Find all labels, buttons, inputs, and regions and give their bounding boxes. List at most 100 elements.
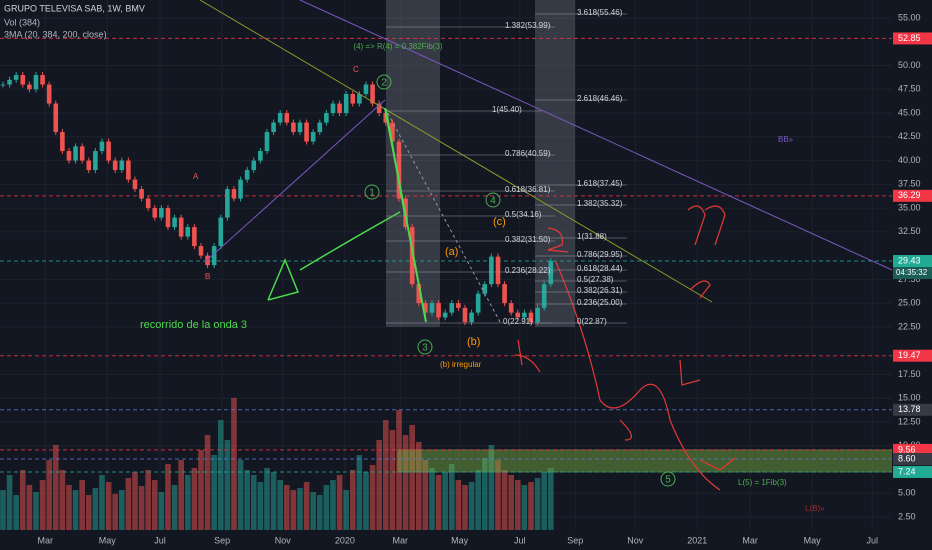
annotations: 3.618(55.46) 1.382(53.99) 1(45.40) 2.618(46… xyxy=(140,8,825,513)
chart-title: GRUPO TELEVISA SAB, 1W, BMV xyxy=(4,3,145,13)
volume-bar xyxy=(231,398,237,530)
candle-body xyxy=(46,84,52,104)
candle-body xyxy=(79,146,85,161)
volume-bar xyxy=(204,435,211,530)
price-marker xyxy=(893,443,932,456)
candle-body xyxy=(291,122,296,133)
volume-bar xyxy=(171,485,178,530)
volume-bar xyxy=(118,490,125,530)
candle-body xyxy=(376,103,382,114)
y-tick-label: 12.50 xyxy=(898,416,921,426)
volume-bar xyxy=(257,482,264,530)
fib-label: 0.618(36.81) xyxy=(505,185,551,194)
volume-zone xyxy=(397,449,893,473)
annotation: BB» xyxy=(778,135,794,144)
candle-body xyxy=(396,141,402,199)
candles xyxy=(0,72,554,326)
price-marker xyxy=(893,403,932,416)
x-tick-label: Jul xyxy=(866,535,878,545)
y-tick-label: 45.00 xyxy=(898,107,921,117)
annotation: (a) xyxy=(445,246,458,258)
candle-body xyxy=(277,113,283,123)
candle-body xyxy=(436,303,441,318)
volume-bar xyxy=(198,450,204,530)
candle-body xyxy=(363,84,369,95)
candle-body xyxy=(515,312,521,318)
volume-bar xyxy=(488,445,495,530)
fib-label: 1.382(35.32) xyxy=(577,199,623,208)
candle-body xyxy=(13,75,19,80)
y-tick-label: 47.50 xyxy=(898,84,921,94)
volume-bar xyxy=(389,430,396,530)
volume-bar xyxy=(145,470,151,530)
candle-body xyxy=(53,103,59,133)
price-marker-label: 13.78 xyxy=(898,404,921,414)
candle-body xyxy=(541,284,547,308)
volume-bar xyxy=(217,420,224,530)
x-tick-label: Sep xyxy=(567,535,583,545)
volume-bar xyxy=(125,478,132,530)
volume-bar xyxy=(6,475,13,530)
y-tick-label: 35.00 xyxy=(898,202,921,212)
y-tick-label: 5.00 xyxy=(898,488,916,498)
volume-bar xyxy=(250,475,257,530)
volume-bar xyxy=(435,475,442,530)
wave-circle xyxy=(660,471,676,487)
volume-bar xyxy=(462,485,468,530)
volume-bar xyxy=(382,420,389,530)
fib-label: 0.5(27.38) xyxy=(577,275,614,284)
price-marker xyxy=(893,349,932,362)
candle-body xyxy=(383,113,389,123)
volume-bar xyxy=(521,485,528,530)
volume-bar xyxy=(429,468,435,530)
volume-bar xyxy=(541,472,547,530)
volume-bar xyxy=(237,460,244,530)
volume-bar xyxy=(343,490,349,530)
volume-bar xyxy=(59,470,66,530)
candle-body xyxy=(99,141,105,152)
candle-body xyxy=(185,227,191,237)
candle-body xyxy=(33,75,39,90)
candle-body xyxy=(337,103,342,114)
volume-bar xyxy=(92,488,99,530)
volume-bar xyxy=(191,468,198,530)
volume-bar xyxy=(165,464,171,530)
candle-body xyxy=(40,75,45,85)
volume-bar xyxy=(336,475,343,530)
volume-bar xyxy=(442,472,448,530)
candle-body xyxy=(93,151,98,171)
volume-bar xyxy=(468,482,475,530)
wave-label: 3 xyxy=(422,343,428,354)
candle-body xyxy=(429,303,435,313)
x-tick-label: Mar xyxy=(37,535,53,545)
timer: 04:35:32 xyxy=(896,268,928,277)
fib-label: 0.618(28.44) xyxy=(577,264,623,273)
candle-body xyxy=(343,94,349,114)
trend-line xyxy=(204,99,386,263)
y-tick-label: 25.00 xyxy=(898,298,921,308)
annotation: L(5) = 1Fib(3) xyxy=(738,478,787,487)
candle-body xyxy=(548,261,554,285)
wave-label: 2 xyxy=(381,78,387,89)
candle-body xyxy=(297,122,303,133)
wave-circle xyxy=(417,339,433,355)
volume-bar xyxy=(508,475,514,530)
volume-bar xyxy=(19,470,26,530)
fib-label: 0.5(34.16) xyxy=(505,210,542,219)
volume-bar xyxy=(46,460,52,530)
fib-label: 1.618(37.45) xyxy=(577,179,623,188)
candle-body xyxy=(462,307,468,323)
volume-bar xyxy=(26,485,33,530)
fib-label: 1(45.40) xyxy=(492,105,522,114)
candle-body xyxy=(423,303,428,313)
volume-bar xyxy=(184,475,191,530)
y-tick-label: 17.50 xyxy=(898,369,921,379)
volume-bar xyxy=(79,480,85,530)
candle-body xyxy=(528,312,534,323)
price-marker xyxy=(893,32,932,45)
volume-bar xyxy=(481,458,488,530)
candle-body xyxy=(139,189,144,199)
annotation: A xyxy=(193,172,199,181)
candle-body xyxy=(132,179,138,190)
volume-bar xyxy=(376,440,382,530)
